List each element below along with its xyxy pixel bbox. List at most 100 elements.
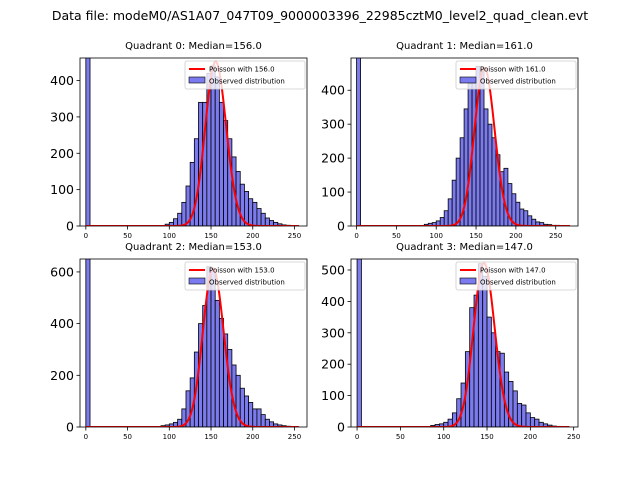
- y-tick-label: 300: [321, 325, 345, 340]
- quadrant-1-panel: Quadrant 1: Median=161.0 0 50 100 150 200 250 0…: [321, 41, 579, 240]
- y-tick-label: 200: [50, 368, 74, 383]
- y-tick-label: 200: [321, 357, 345, 372]
- histogram-bar: [482, 275, 488, 427]
- histogram-bar: [519, 208, 525, 226]
- histogram-bars: [356, 58, 569, 226]
- x-tick-label: 250: [549, 232, 562, 240]
- legend: Poisson with 147.0 Observed distribution: [455, 261, 577, 291]
- histogram-bar: [356, 58, 361, 226]
- x-tick-label: 0: [354, 232, 358, 240]
- legend-bar-swatch: [188, 277, 206, 285]
- y-tick-label: 0: [66, 219, 74, 234]
- histogram-bar: [177, 212, 183, 226]
- quadrant-2-title: Quadrant 2: Median=153.0: [125, 242, 262, 253]
- legend-box: [184, 60, 306, 90]
- histogram-bar: [439, 217, 445, 226]
- histogram-bar: [525, 412, 531, 427]
- axes-frame: [79, 57, 308, 227]
- histogram-bar: [451, 179, 457, 226]
- axes-frame: [350, 57, 579, 227]
- legend-poisson-label: Poisson with 153.0: [209, 267, 275, 275]
- x-tick-label: 200: [524, 433, 537, 441]
- histogram-bar: [193, 138, 199, 226]
- x-tick-label: 100: [163, 433, 176, 441]
- histogram-bar: [515, 201, 521, 226]
- legend-observed-label: Observed distribution: [209, 279, 285, 287]
- x-tick-label: 200: [246, 232, 259, 240]
- histogram-bar: [260, 414, 266, 427]
- x-tick-label: 50: [396, 433, 405, 441]
- histogram-bar: [210, 268, 216, 427]
- legend-box: [184, 261, 306, 291]
- histogram-bar: [244, 395, 249, 427]
- x-tick-label: 200: [246, 433, 259, 441]
- y-tick-label: 600: [50, 264, 74, 279]
- x-tick-label: 100: [163, 232, 176, 240]
- histogram-bar: [455, 157, 461, 226]
- quadrant-1-title: Quadrant 1: Median=161.0: [396, 41, 533, 52]
- legend: Poisson with 161.0 Observed distribution: [455, 60, 577, 90]
- histogram-bar: [483, 108, 489, 226]
- x-tick-label: 50: [392, 232, 401, 240]
- histogram-bar: [531, 218, 537, 226]
- histogram-bar: [264, 217, 270, 226]
- legend-bar-swatch: [459, 76, 477, 84]
- legend-observed-label: Observed distribution: [209, 78, 285, 86]
- histogram-bar: [491, 137, 497, 226]
- histogram-bar: [210, 65, 216, 226]
- legend-poisson-label: Poisson with 147.0: [480, 267, 546, 275]
- histogram-bar: [260, 212, 266, 226]
- legend-box: [455, 60, 577, 90]
- x-tick-label: 150: [204, 433, 217, 441]
- histogram-bar: [443, 210, 449, 226]
- histogram-bars: [356, 259, 566, 427]
- histogram-bar: [479, 69, 485, 226]
- x-tick-label: 150: [469, 232, 482, 240]
- y-tick-label: 500: [321, 262, 345, 277]
- legend-poisson-label: Poisson with 156.0: [209, 66, 275, 74]
- histogram-bar: [218, 101, 224, 226]
- histogram-bar: [181, 201, 187, 226]
- histogram-bar: [356, 259, 362, 427]
- axes-frame: [79, 258, 308, 428]
- histogram-bar: [218, 318, 224, 427]
- y-tick-label: 300: [50, 109, 74, 124]
- x-tick-label: 0: [355, 433, 359, 441]
- histogram-bar: [85, 58, 91, 226]
- y-tick-label: 400: [321, 294, 345, 309]
- y-tick-label: 0: [66, 420, 74, 435]
- histogram-bar: [256, 408, 262, 427]
- y-tick-label: 100: [321, 185, 345, 200]
- histogram-bar: [523, 210, 529, 226]
- y-tick-label: 400: [50, 73, 74, 88]
- quadrant-3-title: Quadrant 3: Median=147.0: [396, 242, 533, 253]
- histogram-bar: [527, 215, 533, 226]
- histogram-bar: [252, 408, 258, 427]
- legend: Poisson with 156.0 Observed distribution: [184, 60, 306, 90]
- histogram-bar: [248, 402, 254, 427]
- legend-observed-label: Observed distribution: [480, 78, 556, 86]
- x-tick-label: 50: [123, 433, 132, 441]
- y-tick-label: 0: [337, 420, 345, 435]
- x-tick-label: 0: [84, 232, 88, 240]
- x-tick-label: 100: [430, 232, 443, 240]
- histogram-bar: [85, 259, 91, 427]
- histogram-bar: [521, 404, 527, 427]
- y-tick-label: 100: [50, 182, 74, 197]
- page-title: Data file: modeM0/AS1A07_047T09_90000033…: [52, 8, 588, 23]
- y-tick-label: 0: [337, 219, 345, 234]
- quadrant-0-title: Quadrant 0: Median=156.0: [125, 41, 262, 52]
- histogram-bar: [214, 299, 220, 427]
- y-tick-label: 200: [50, 146, 74, 161]
- x-tick-label: 250: [567, 433, 580, 441]
- histogram-bar: [264, 418, 270, 427]
- histogram-bar: [173, 218, 179, 226]
- histogram-bar: [516, 403, 523, 427]
- histogram-bar: [214, 76, 220, 226]
- legend-bar-swatch: [459, 277, 477, 285]
- poisson-curve: [356, 66, 571, 226]
- y-tick-label: 100: [321, 388, 345, 403]
- x-tick-label: 100: [437, 433, 450, 441]
- histogram-bar: [487, 123, 493, 226]
